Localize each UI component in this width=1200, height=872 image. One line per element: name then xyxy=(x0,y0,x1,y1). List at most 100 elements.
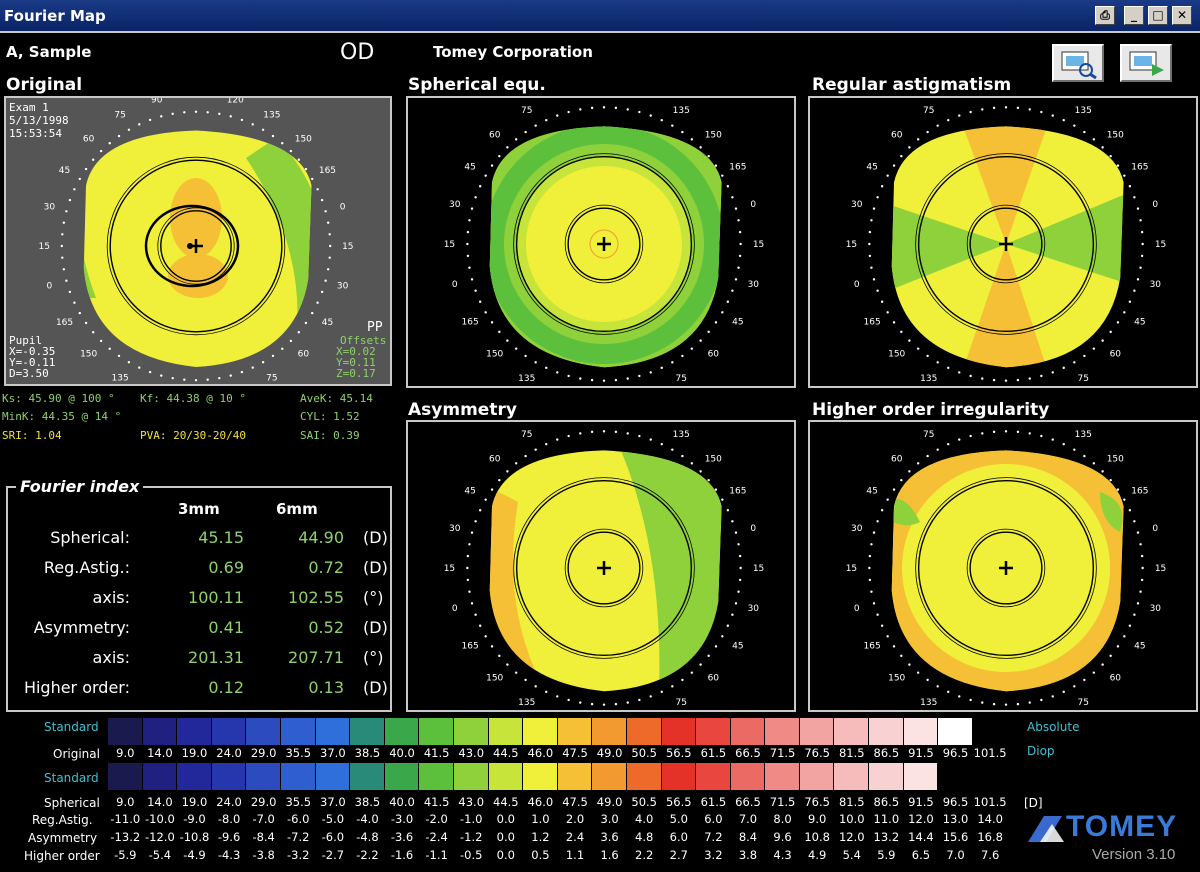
scale-value: 14.4 xyxy=(908,830,934,844)
scale-value: 0.5 xyxy=(531,848,550,862)
fourier-label: axis: xyxy=(92,648,130,667)
diop-label[interactable]: Diop xyxy=(1027,744,1055,758)
scale-value: 61.5 xyxy=(700,795,727,809)
axis-label: 135 xyxy=(673,106,690,116)
axis-label: 150 xyxy=(295,135,312,145)
fourier-label: Reg.Astig.: xyxy=(43,558,130,577)
scale-value: 47.5 xyxy=(562,795,588,809)
axis-label: 45 xyxy=(866,163,877,173)
scale-value: -2.4 xyxy=(425,830,448,844)
col-3mm: 3mm xyxy=(178,500,220,518)
fourier-value-3mm: 45.15 xyxy=(198,528,244,547)
spherical-map[interactable]: 1059075604530150165150135120105907560453… xyxy=(406,96,796,388)
asymmetry-map[interactable]: 1059075604530150165150135120105907560453… xyxy=(406,420,796,712)
maximize-icon[interactable]: □ xyxy=(1148,6,1168,25)
standard-label-2[interactable]: Standard xyxy=(44,771,99,785)
scale-value: 7.6 xyxy=(980,848,1000,862)
scan-view-icon xyxy=(1061,51,1097,80)
scale-swatch xyxy=(488,763,524,790)
printer-icon[interactable]: ⎙ xyxy=(1095,6,1115,25)
scale-value: 4.0 xyxy=(635,812,654,826)
scale-value: -6.0 xyxy=(287,812,310,826)
scale-value: 71.5 xyxy=(769,795,796,809)
axis-label: 150 xyxy=(1107,455,1124,465)
axis-label: 150 xyxy=(888,673,905,683)
axis-label: 165 xyxy=(1131,487,1148,497)
scale-value: 5.9 xyxy=(877,848,896,862)
spherical-scale-values: 9.0 14.0 19.0 24.0 29.0 35.5 37.0 38.5 40.0 41.5 4… xyxy=(108,795,1007,809)
higher-order-map[interactable]: 1059075604530150165150135120105907560453… xyxy=(808,420,1198,712)
scale-value: 46.0 xyxy=(527,746,554,760)
axis-label: 120 xyxy=(227,98,244,105)
scale-value: 16.8 xyxy=(977,830,1003,844)
scale-value: 14.0 xyxy=(977,812,1003,826)
scale-value: 50.5 xyxy=(631,795,657,809)
scale-value: 35.5 xyxy=(285,795,312,809)
axis-label: 0 xyxy=(854,604,860,614)
fourier-value-6mm: 0.13 xyxy=(308,678,344,697)
standard-label-1[interactable]: Standard xyxy=(44,720,99,734)
eye-label: OD xyxy=(340,40,375,65)
axis-label: 135 xyxy=(112,373,129,383)
scale-swatch xyxy=(246,718,281,745)
original-topography: 1059075604530150165150135120105907560453… xyxy=(38,98,353,383)
axis-label: 120 xyxy=(1037,98,1054,101)
original-scale-values: 9.0 14.0 19.0 24.0 29.0 35.5 37.0 38.5 40.0 41.5 4… xyxy=(108,746,1007,760)
higher-map-title: Higher order irregularity xyxy=(812,400,1050,420)
scale-value: -3.0 xyxy=(390,812,414,826)
scale-value: 7.2 xyxy=(704,830,723,844)
axis-label: 135 xyxy=(673,430,690,440)
export-button[interactable] xyxy=(1120,44,1172,82)
fourier-label: Higher order: xyxy=(23,678,130,697)
higher-scale-label: Higher order xyxy=(24,849,100,863)
scale-swatch xyxy=(765,718,800,745)
fourier-unit: (D) xyxy=(363,528,388,547)
fourier-value-3mm: 100.11 xyxy=(188,588,244,607)
absolute-label[interactable]: Absolute xyxy=(1027,720,1080,734)
scale-value: 86.5 xyxy=(873,746,900,760)
scale-value: 44.5 xyxy=(493,746,519,760)
axis-label: 165 xyxy=(864,641,881,651)
scale-value: -5.9 xyxy=(114,848,137,862)
scale-swatch xyxy=(419,718,454,745)
axis-label: 135 xyxy=(920,374,937,384)
scale-value: 41.5 xyxy=(423,795,450,809)
original-map[interactable]: 1059075604530150165150135120105907560453… xyxy=(4,96,392,386)
scale-value: 12.0 xyxy=(838,830,865,844)
regular-astig-map[interactable]: 1059075604530150165150135120105907560453… xyxy=(808,96,1198,388)
scale-value: 1.0 xyxy=(531,812,550,826)
scale-value: 38.5 xyxy=(354,746,381,760)
scale-value: 4.9 xyxy=(808,848,827,862)
axis-label: 135 xyxy=(920,698,937,708)
scale-value: -3.6 xyxy=(390,830,414,844)
scale-value: 14.0 xyxy=(147,746,173,760)
axis-label: 0 xyxy=(750,200,756,210)
scale-value: 2.0 xyxy=(565,812,585,826)
close-icon[interactable]: ✕ xyxy=(1172,6,1192,25)
axis-label: 0 xyxy=(340,203,346,213)
scale-swatch xyxy=(108,763,143,790)
window-titlebar: Fourier Map ⎙ _ □ ✕ xyxy=(0,0,1200,33)
scan-view-button[interactable] xyxy=(1052,44,1104,82)
scale-swatch xyxy=(177,718,212,745)
scale-value: 96.5 xyxy=(942,795,969,809)
scale-swatch xyxy=(557,763,593,790)
spherical-scale-label: Spherical xyxy=(44,796,100,810)
fourier-index-box: Fourier index 3mm 6mm Spherical: 45.15 44.… xyxy=(6,477,392,712)
scale-value: 101.5 xyxy=(973,746,1007,760)
scale-swatch xyxy=(869,718,904,745)
axis-label: 15 xyxy=(846,564,857,574)
axis-label: 45 xyxy=(322,318,333,328)
scale-value: -9.6 xyxy=(217,830,241,844)
tomey-logo-text: TOMEY xyxy=(1066,810,1178,843)
axis-label: 15 xyxy=(342,242,353,252)
scale-swatch xyxy=(903,763,939,790)
diopter-unit: [D] xyxy=(1024,796,1043,810)
scale-swatch xyxy=(834,763,870,790)
minimize-icon[interactable]: _ xyxy=(1124,6,1144,25)
scale-value: 40.0 xyxy=(389,795,415,809)
offset-z: Z=0.17 xyxy=(336,367,376,380)
company-name: Tomey Corporation xyxy=(433,43,593,61)
scale-swatch xyxy=(488,718,524,745)
axis-label: 90 xyxy=(151,98,163,105)
